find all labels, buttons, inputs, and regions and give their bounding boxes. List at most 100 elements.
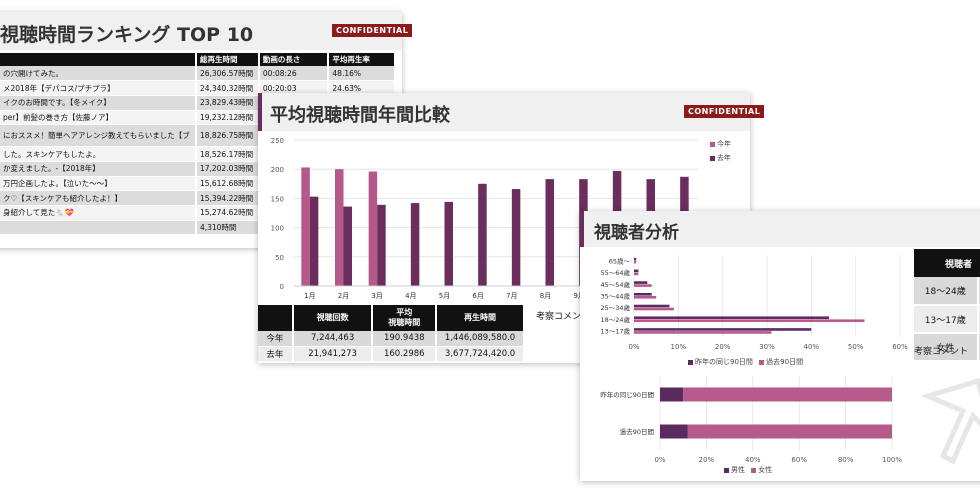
viewers-table: 視聴者 18〜24歳 13〜17歳 女性	[914, 249, 980, 362]
bar-recent	[634, 284, 652, 287]
bar-last-year	[478, 183, 487, 286]
legend-swatch-this-year	[710, 141, 715, 147]
x-tick-label: 6月	[472, 292, 483, 300]
ranking-cell: 24,340.32時間	[195, 80, 260, 96]
ranking-cell: 4,310時間	[195, 220, 260, 236]
ranking-cell	[0, 220, 197, 236]
bar-female	[687, 424, 892, 439]
x-tick-label: 60%	[791, 456, 807, 464]
y-tick-label: 200	[271, 166, 284, 174]
ranking-cell: イクのお時間です。【冬メイク】	[0, 95, 197, 111]
yearly-cell: 160.2986	[372, 346, 438, 362]
confidential-badge: CONFIDENTIAL	[332, 24, 413, 37]
table-row: メ2018年【デパコス/プチプラ】 24,340.32時間 00:20:03 24.6…	[0, 80, 396, 96]
bar-this-year	[301, 167, 310, 286]
ranking-cell: 15,274.62時間	[195, 205, 260, 221]
bar-last-year	[343, 206, 352, 286]
yearly-cell: 7,244,463	[292, 331, 374, 347]
bar-last-year	[511, 189, 521, 286]
bar-last-year	[309, 196, 319, 286]
viewers-cell	[977, 277, 980, 306]
viewers-comment-label: 考察コメント	[914, 347, 969, 357]
legend-item-this-year: 今年	[710, 139, 731, 149]
viewers-title: 視聴者分析	[594, 223, 679, 243]
viewers-cell	[977, 305, 980, 334]
ranking-cell: 23,829.43時間	[195, 95, 260, 111]
bar-prev-year	[634, 316, 830, 320]
ranking-cell: 15,394.22時間	[195, 190, 260, 206]
yearly-col-header	[258, 305, 294, 331]
viewers-header	[580, 211, 980, 247]
x-tick-label: 0%	[628, 343, 639, 351]
x-tick-label: 5月	[439, 292, 450, 300]
bar-recent	[634, 307, 674, 311]
ranking-cell: におススメ！簡単ヘアアレンジ教えてもらいました【ブ	[0, 124, 197, 148]
y-tick-label: 50	[275, 254, 284, 262]
y-tick-label: 55〜64歳	[600, 268, 630, 277]
x-tick-label: 100%	[882, 456, 902, 464]
bar-recent	[634, 319, 865, 323]
bar-recent	[634, 296, 657, 299]
bar-prev-year	[634, 304, 670, 308]
y-tick-label: 35〜44歳	[600, 292, 630, 301]
bar-last-year	[377, 204, 386, 286]
x-tick-label: 20%	[699, 456, 715, 464]
y-tick-label: 150	[271, 195, 284, 203]
bar-recent	[634, 272, 639, 276]
x-tick-label: 10%	[671, 343, 687, 351]
yearly-legend: 今年 去年	[710, 139, 731, 163]
age-legend-label-recent: 過去90日間	[766, 358, 804, 366]
table-row: 13〜17歳	[914, 305, 980, 334]
y-tick-label: 45〜54歳	[600, 280, 630, 289]
yearly-title: 平均視聴時間年間比較	[270, 105, 450, 126]
viewers-cell	[977, 333, 980, 362]
viewers-cell: 13〜17歳	[914, 305, 979, 334]
yearly-col-header: 再生時間	[436, 305, 525, 331]
age-legend-item-prev: 昨年の同じ90日間	[688, 358, 753, 366]
bar-prev-year	[634, 293, 652, 296]
legend-item-last-year: 去年	[710, 153, 731, 163]
x-tick-label: 40%	[804, 343, 820, 351]
y-tick-label: 13〜17歳	[600, 327, 630, 336]
x-tick-label: 50%	[848, 343, 864, 351]
y-tick-label: 100	[271, 225, 284, 233]
ranking-cell: per】前髪の巻き方【佐藤ノア】	[0, 110, 197, 126]
ranking-cell: ク♡【スキンケアも紹介したよ！】	[0, 190, 197, 206]
yearly-cell: 190.9438	[372, 331, 438, 347]
ranking-cell: 19,232.12時間	[195, 110, 260, 126]
viewers-cell: 18〜24歳	[914, 277, 979, 306]
ranking-cell: 万円企画したよ。【泣いた〜〜】	[0, 176, 197, 192]
x-tick-label: 7月	[506, 292, 517, 300]
yearly-comment-label: 考察コメント	[536, 312, 591, 322]
bar-prev-year	[634, 328, 812, 331]
x-tick-label: 1月	[304, 292, 315, 300]
x-tick-label: 40%	[745, 456, 761, 464]
gender-legend-label-female: 女性	[758, 466, 773, 474]
ranking-cell: メ2018年【デパコス/プチプラ】	[0, 80, 197, 96]
ranking-cell: 18,526.17時間	[195, 146, 260, 162]
x-tick-label: 60%	[892, 343, 908, 351]
bar-this-year	[368, 171, 378, 286]
legend-label-this-year: 今年	[717, 140, 731, 148]
ranking-col-header	[0, 53, 197, 66]
bar-last-year	[444, 201, 453, 286]
bar-prev-year	[634, 269, 639, 273]
decorative-arrow-icon	[920, 377, 980, 465]
bar-male	[660, 387, 684, 402]
gender-legend-label-male: 男性	[731, 466, 745, 474]
table-row: 女性	[914, 333, 980, 362]
age-legend-swatch-prev	[688, 359, 693, 365]
gender-legend-item-female: 女性	[751, 466, 772, 474]
bar-last-year	[545, 179, 554, 286]
gender-legend-swatch-female	[751, 467, 757, 473]
yearly-header	[258, 93, 750, 131]
yearly-cell: 去年	[258, 346, 294, 362]
bar-prev-year	[634, 281, 648, 284]
ranking-cell: 身紹介して見た🐁💝	[0, 205, 197, 221]
ranking-cell: 18,826.75時間	[195, 124, 260, 148]
bar-this-year	[335, 169, 344, 286]
table-row: 今年 7,244,463 190.9438 1,446,089,580.0	[258, 331, 525, 347]
yearly-col-header: 視聴回数	[292, 305, 374, 331]
x-tick-label: 30%	[759, 343, 775, 351]
